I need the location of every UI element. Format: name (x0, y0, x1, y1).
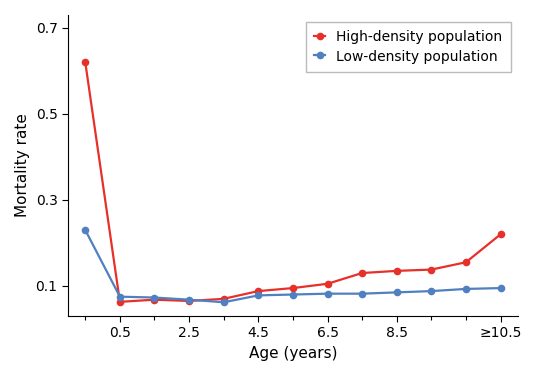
Low-density population (151, 295, 158, 300)
High-density population (289, 286, 296, 290)
High-density population (359, 271, 365, 275)
High-density population (428, 267, 435, 272)
Low-density population (82, 228, 89, 232)
Low-density population (221, 300, 227, 305)
X-axis label: Age (years): Age (years) (249, 346, 337, 361)
Low-density population (324, 291, 331, 296)
Low-density population (359, 291, 365, 296)
High-density population (82, 60, 89, 65)
High-density population (324, 282, 331, 286)
High-density population (117, 300, 123, 304)
Low-density population (463, 287, 469, 291)
Low-density population (393, 290, 400, 295)
High-density population (186, 299, 192, 303)
Low-density population (428, 289, 435, 293)
Low-density population (186, 297, 192, 302)
High-density population (255, 289, 261, 293)
High-density population (393, 268, 400, 273)
High-density population (151, 297, 158, 302)
Low-density population (497, 286, 504, 290)
Line: High-density population: High-density population (81, 59, 504, 306)
Low-density population (289, 292, 296, 297)
High-density population (221, 297, 227, 301)
Low-density population (255, 293, 261, 298)
High-density population (497, 232, 504, 237)
High-density population (463, 260, 469, 265)
Y-axis label: Mortality rate: Mortality rate (15, 114, 30, 217)
Low-density population (117, 294, 123, 299)
Line: Low-density population: Low-density population (81, 226, 504, 306)
Legend: High-density population, Low-density population: High-density population, Low-density pop… (306, 22, 511, 72)
